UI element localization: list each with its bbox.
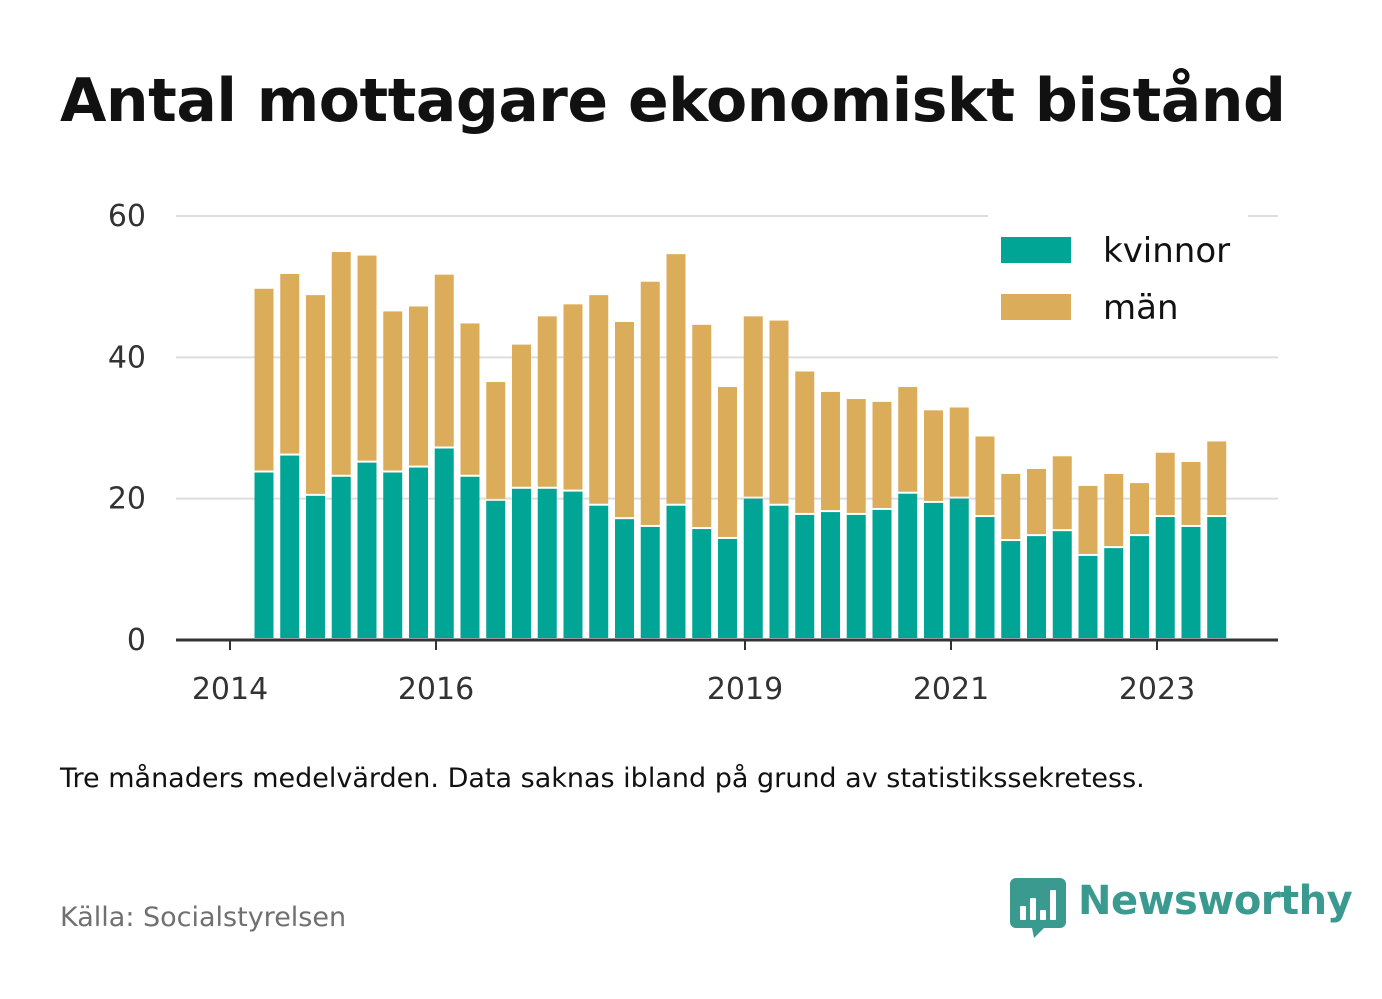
bars — [254, 252, 1227, 638]
legend-swatch-man — [1001, 294, 1071, 320]
bar-kvinnor — [975, 517, 995, 638]
x-tick-label: 2021 — [913, 672, 989, 707]
bar-kvinnor — [434, 448, 454, 638]
bar-man — [1181, 461, 1201, 525]
chart-title: Antal mottagare ekonomiskt bistånd — [60, 66, 1286, 136]
bar-man — [408, 306, 428, 466]
bar-man — [614, 322, 634, 518]
axes: 0 20 40 60 2014 2016 2019 2021 2023 — [108, 199, 1278, 707]
bar-man — [1026, 468, 1046, 535]
bar-kvinnor — [614, 519, 634, 638]
bar-man — [331, 252, 351, 475]
bar-kvinnor — [305, 495, 325, 638]
bar-man — [1001, 473, 1021, 540]
bar-man — [743, 316, 763, 497]
x-tick-label: 2023 — [1119, 672, 1195, 707]
x-tick-label: 2014 — [192, 672, 268, 707]
bar-kvinnor — [589, 505, 609, 638]
bar-kvinnor — [923, 502, 943, 638]
bar-man — [846, 399, 866, 513]
bar-kvinnor — [1104, 548, 1124, 638]
bar-man — [1155, 452, 1175, 516]
bar-kvinnor — [769, 505, 789, 638]
bar-kvinnor — [254, 472, 274, 638]
bar-kvinnor — [563, 491, 583, 638]
bar-man — [254, 288, 274, 471]
bar-kvinnor — [1078, 555, 1098, 638]
bar-man — [563, 304, 583, 490]
legend-label-kvinnor: kvinnor — [1103, 231, 1230, 271]
y-tick-label: 40 — [108, 340, 146, 375]
bar-kvinnor — [1155, 517, 1175, 638]
bar-man — [589, 295, 609, 504]
bar-man — [692, 324, 712, 528]
bar-kvinnor — [743, 498, 763, 638]
x-tick-label: 2016 — [398, 672, 474, 707]
bar-kvinnor — [357, 462, 377, 638]
bar-man — [975, 436, 995, 516]
bar-kvinnor — [408, 467, 428, 638]
bar-kvinnor — [511, 488, 531, 638]
chart-note: Tre månaders medelvärden. Data saknas ib… — [60, 763, 1145, 794]
bar-man — [305, 295, 325, 494]
bar-man — [280, 273, 300, 454]
bar-kvinnor — [949, 498, 969, 638]
bar-kvinnor — [692, 529, 712, 638]
newsworthy-logo-icon — [1010, 878, 1066, 938]
bar-man — [795, 371, 815, 513]
legend-swatch-kvinnor — [1001, 237, 1071, 263]
y-tick-label: 20 — [108, 482, 146, 517]
bar-man — [640, 281, 660, 525]
bar-kvinnor — [1181, 526, 1201, 638]
bar-kvinnor — [280, 455, 300, 638]
legend-background — [988, 212, 1248, 342]
bar-man — [923, 410, 943, 501]
bar-kvinnor — [486, 500, 506, 638]
bar-kvinnor — [872, 509, 892, 638]
x-tick-label: 2019 — [707, 672, 783, 707]
bar-kvinnor — [1001, 541, 1021, 638]
bar-man — [949, 407, 969, 497]
bar-man — [666, 254, 686, 504]
bar-man — [460, 323, 480, 475]
bar-kvinnor — [1129, 536, 1149, 638]
bar-man — [511, 344, 531, 487]
bar-man — [769, 320, 789, 504]
bar-kvinnor — [1026, 536, 1046, 638]
bar-kvinnor — [846, 514, 866, 638]
bar-kvinnor — [1207, 517, 1227, 638]
bar-man — [1104, 473, 1124, 547]
legend-label-man: män — [1103, 288, 1179, 328]
bar-kvinnor — [460, 476, 480, 638]
bar-man — [357, 255, 377, 461]
bar-kvinnor — [666, 505, 686, 638]
bar-kvinnor — [640, 526, 660, 638]
bar-kvinnor — [331, 476, 351, 638]
bar-man — [486, 382, 506, 499]
bar-kvinnor — [537, 488, 557, 638]
bar-man — [1129, 483, 1149, 535]
bar-man — [1078, 485, 1098, 554]
bar-kvinnor — [898, 493, 918, 638]
bar-kvinnor — [383, 472, 403, 638]
bar-man — [383, 311, 403, 471]
bar-kvinnor — [820, 512, 840, 638]
bar-man — [537, 316, 557, 487]
bar-kvinnor — [717, 538, 737, 638]
brand-name: Newsworthy — [1078, 878, 1353, 924]
bar-kvinnor — [795, 514, 815, 638]
source-label: Källa: Socialstyrelsen — [60, 902, 347, 933]
bar-man — [898, 387, 918, 492]
bar-man — [820, 391, 840, 511]
bar-kvinnor — [1052, 531, 1072, 638]
bar-man — [434, 274, 454, 447]
bar-man — [1207, 441, 1227, 516]
y-tick-label: 0 — [127, 623, 146, 658]
bar-man — [1052, 456, 1072, 530]
bar-man — [872, 401, 892, 508]
y-tick-label: 60 — [108, 199, 146, 234]
legend: kvinnor män — [988, 212, 1248, 342]
bar-man — [717, 387, 737, 537]
